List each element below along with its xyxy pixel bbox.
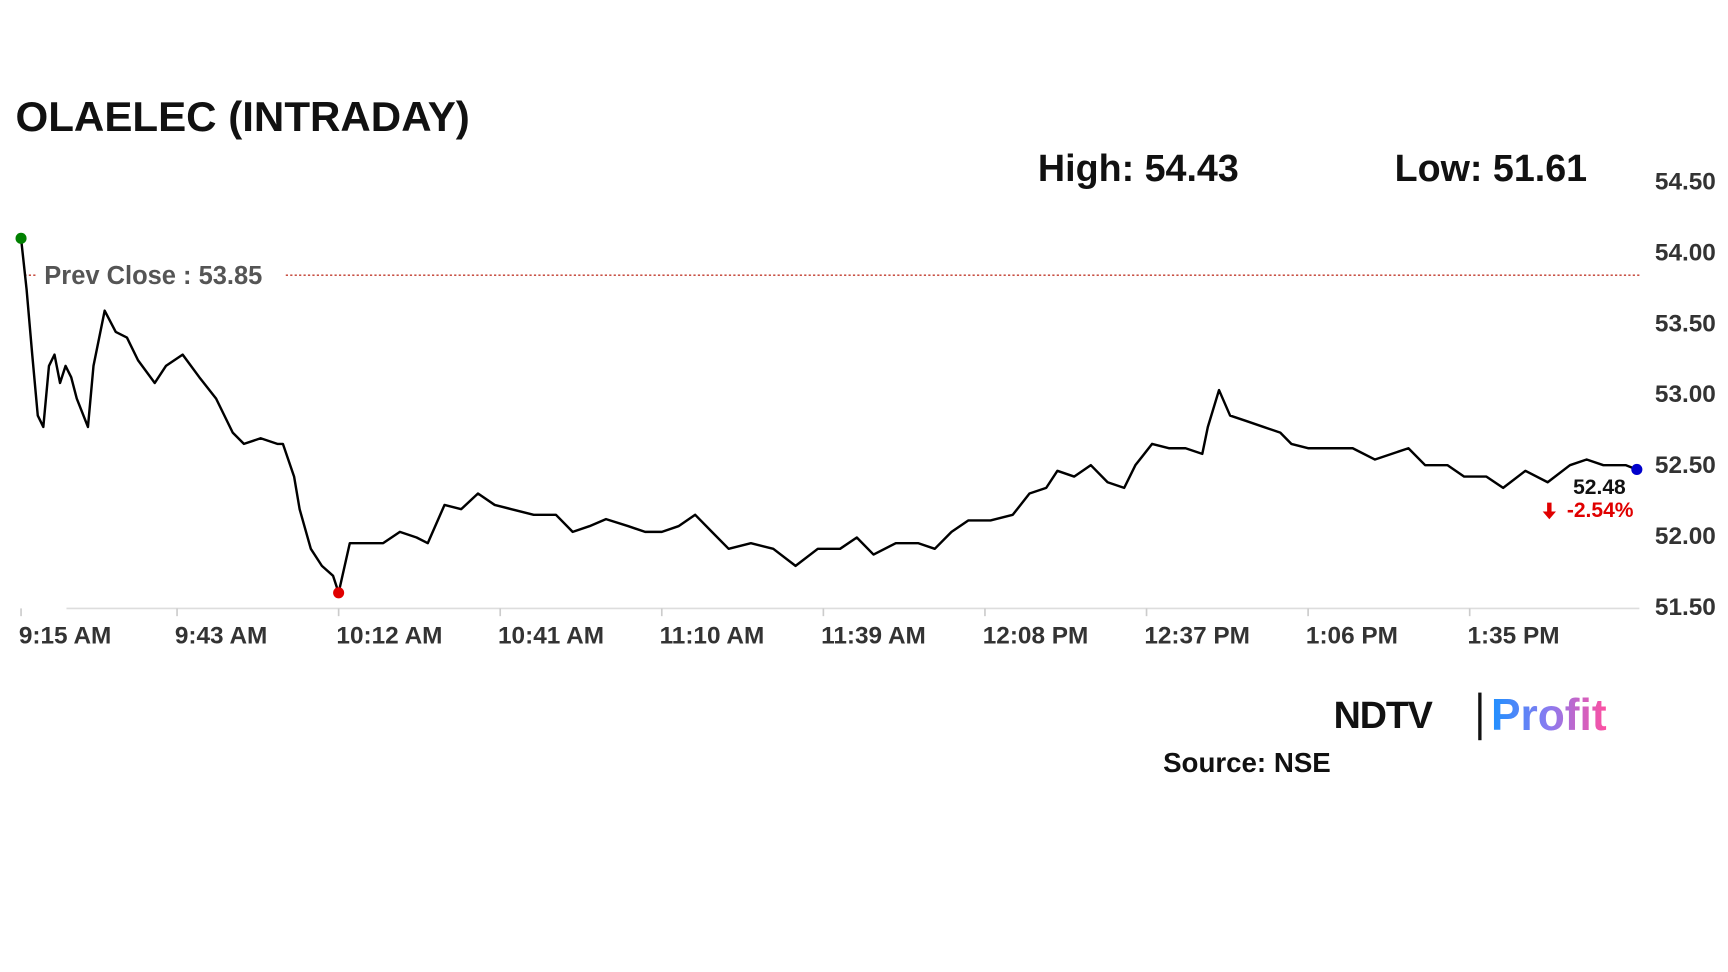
y-tick-label: 53.00 (1655, 381, 1716, 408)
prev-close-value: 53.85 (199, 262, 263, 290)
prev-close-label: Prev Close : 53.85 (44, 262, 262, 290)
start-marker (15, 232, 27, 244)
last-value: 52.48 (1573, 476, 1626, 499)
y-tick-label: 53.50 (1655, 310, 1716, 337)
low-value: 51.61 (1493, 147, 1587, 189)
high-label: High: (1038, 147, 1134, 189)
low-label: Low: (1395, 147, 1483, 189)
x-tick-label: 11:10 AM (660, 623, 765, 650)
x-tick-label: 10:12 AM (336, 623, 442, 650)
chart-title: OLAELEC (INTRADAY) (16, 93, 470, 140)
x-tick-label: 1:06 PM (1306, 623, 1398, 650)
y-tick-label: 54.00 (1655, 239, 1716, 266)
x-tick-label: 12:08 PM (983, 623, 1089, 650)
down-arrow (1542, 502, 1556, 520)
source: Source: NSE (1163, 747, 1331, 778)
last-change: -2.54% (1567, 499, 1634, 522)
y-tick-label: 52.00 (1655, 523, 1716, 550)
high-value: 54.43 (1145, 147, 1239, 189)
x-tick-label: 11:39 AM (821, 623, 926, 650)
low-stat: Low: 51.61 (1395, 147, 1588, 189)
y-tick-label: 51.50 (1655, 594, 1716, 621)
y-tick-label: 54.50 (1655, 168, 1716, 195)
x-tick-label: 9:43 AM (175, 623, 268, 650)
end-marker (1631, 463, 1643, 475)
price-line (19, 238, 1638, 594)
x-tick-label: 9:15 AM (19, 623, 112, 650)
y-tick-label: 52.50 (1655, 452, 1716, 479)
x-tick-label: 12:37 PM (1144, 623, 1250, 650)
x-tick-label: 1:35 PM (1467, 623, 1559, 650)
logo-profit: Profit (1491, 691, 1607, 740)
x-tick-label: 10:41 AM (498, 623, 604, 650)
high-stat: High: 54.43 (1038, 147, 1239, 189)
low-marker (333, 587, 345, 599)
prev-close-text: Prev Close : (44, 262, 191, 290)
logo-ndtv: NDTV (1334, 694, 1433, 736)
